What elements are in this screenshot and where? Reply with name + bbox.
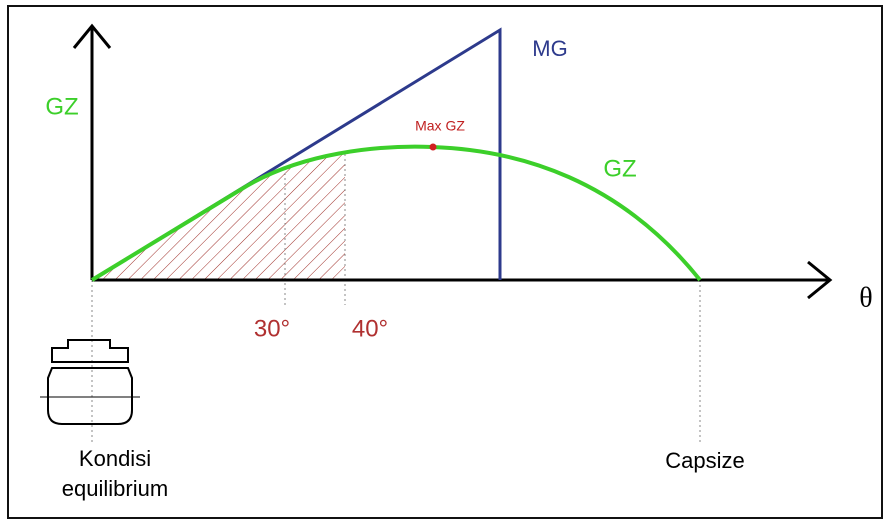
axis-label-x: θ: [859, 282, 872, 313]
max-gz-label: Max GZ: [415, 118, 465, 134]
max-gz-point: [430, 144, 437, 151]
diagram: GZ θ MG Max GZ GZ 30° 40° Kondisi equili…: [0, 0, 889, 527]
angle-label: 40°: [352, 315, 388, 342]
left-caption: equilibrium: [62, 476, 168, 501]
hatched-area: [92, 154, 345, 280]
right-caption: Capsize: [665, 448, 744, 473]
left-caption: Kondisi: [79, 446, 151, 471]
ship-icon: [40, 340, 140, 424]
angle-label: 30°: [254, 315, 290, 342]
axis-label-y: GZ: [45, 93, 78, 120]
mg-label: MG: [532, 36, 567, 61]
gz-curve-label: GZ: [603, 155, 636, 182]
